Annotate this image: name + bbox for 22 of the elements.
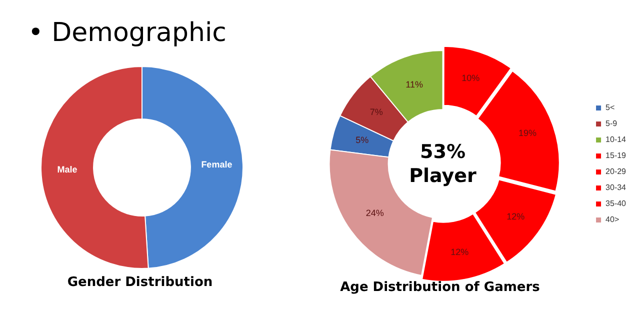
slice-label: Male (57, 164, 78, 174)
legend-label: 15-19 (606, 151, 627, 160)
data-label: 11% (406, 79, 423, 90)
data-label: 7% (370, 107, 383, 118)
data-label: 19% (518, 128, 536, 138)
text: Gender Distribution (66, 275, 214, 290)
legend-label: 20-29 (606, 167, 627, 176)
data-label: 5% (356, 135, 369, 146)
data-label: 10% (462, 72, 480, 83)
legend-label: 40> (606, 215, 620, 224)
text: 53% Player (408, 140, 478, 188)
legend-label: 5-9 (606, 119, 618, 128)
legend-label: 5< (606, 103, 615, 112)
legend-label: 35-40 (606, 199, 627, 208)
slice-label: Female (201, 160, 232, 170)
text: • Demographic (28, 18, 226, 48)
data-label: 12% (450, 246, 469, 257)
data-label: 24% (366, 208, 384, 218)
text: Age Distribution of Gamers (339, 280, 541, 295)
legend-label: 10-14 (606, 135, 627, 144)
data-label: 12% (506, 211, 525, 222)
legend-label: 30-34 (606, 183, 627, 192)
